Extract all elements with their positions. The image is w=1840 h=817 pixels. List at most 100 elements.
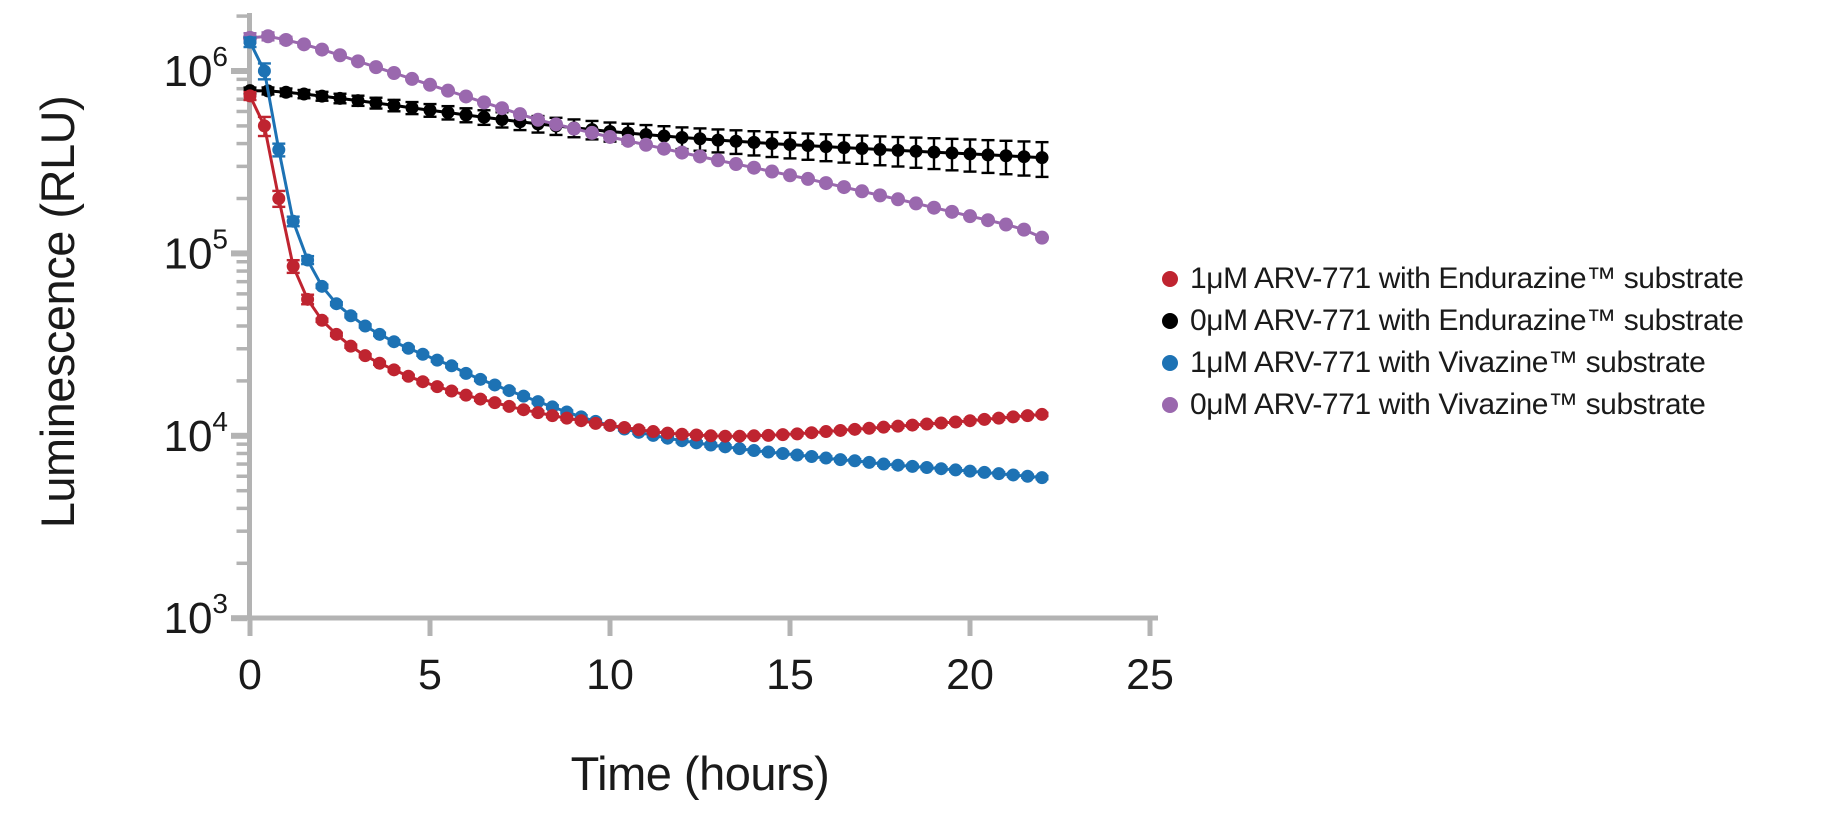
data-point [358,349,372,363]
data-point [992,411,1006,425]
data-point [333,91,347,105]
data-point [999,149,1013,163]
data-point [477,110,491,124]
data-point [873,143,887,157]
data-point [477,95,491,110]
data-point [329,297,343,311]
legend-row: 1μM ARV-771 with Endurazine™ substrate [1162,258,1744,300]
data-point [351,94,365,108]
data-point [945,204,959,219]
data-point [1021,469,1035,483]
data-point [1035,407,1049,421]
data-point [243,89,257,103]
data-point [387,363,401,377]
data-point [445,359,459,373]
data-point [927,145,941,159]
data-point [488,396,502,410]
data-point [279,85,293,99]
data-point [949,415,963,429]
data-point [423,77,437,92]
data-point [603,418,617,432]
x-axis-title: Time (hours) [570,747,830,800]
data-point [675,130,689,144]
data-point [747,135,761,149]
legend-row: 0μM ARV-771 with Vivazine™ substrate [1162,384,1744,426]
data-point [765,137,779,151]
data-point [747,160,761,175]
x-tick-label: 0 [238,651,262,699]
data-point [675,427,689,441]
data-point [837,141,851,155]
data-point [401,341,415,355]
series-black-0um-endurazine [243,84,1049,179]
data-point [639,128,653,142]
data-point [801,139,815,153]
data-point [704,438,718,452]
data-point [675,145,689,160]
data-point [387,98,401,112]
data-point [545,409,559,423]
data-point [711,133,725,147]
data-point [261,29,275,44]
data-point [790,427,804,441]
y-tick-label: 106 [163,41,228,96]
data-point [657,141,671,156]
data-point [819,140,833,154]
data-point [891,458,905,472]
data-point [632,423,646,437]
data-point [747,444,761,458]
legend-marker-red-icon [1162,271,1178,287]
data-point [693,132,707,146]
data-point [405,101,419,115]
data-point [733,429,747,443]
data-point [513,107,527,122]
data-point [981,213,995,228]
data-point [358,319,372,333]
data-point [531,112,545,127]
data-point [1017,222,1031,237]
data-point [445,384,459,398]
data-point [549,117,563,132]
data-point [689,428,703,442]
x-tick-label: 25 [1126,651,1174,699]
data-point [315,42,329,57]
series-purple-0um-vivazine [243,29,1049,245]
data-point [423,103,437,117]
data-point [783,138,797,152]
data-point [589,416,603,430]
data-point [837,180,851,195]
data-point [531,406,545,420]
data-point [243,35,257,49]
data-point [459,366,473,380]
data-point [315,279,329,293]
data-point [301,253,315,267]
data-point [329,327,343,341]
data-point [819,451,833,465]
data-point [661,426,675,440]
data-point [301,292,315,306]
data-point [891,192,905,207]
data-point [351,54,365,69]
data-point [855,184,869,199]
data-point [495,113,509,127]
data-point [531,395,545,409]
legend: 1μM ARV-771 with Endurazine™ substrate 0… [1162,258,1744,426]
data-point [963,414,977,428]
data-point [729,134,743,148]
data-point [905,418,919,432]
data-point [315,313,329,327]
legend-row: 1μM ARV-771 with Vivazine™ substrate [1162,342,1744,384]
data-point [279,32,293,47]
data-point [369,60,383,75]
x-tick-label: 20 [946,651,994,699]
data-point [981,148,995,162]
legend-marker-blue-icon [1162,355,1178,371]
data-point [877,420,891,434]
data-point [920,461,934,475]
data-point [639,137,653,152]
data-point [517,389,531,403]
data-point [401,369,415,383]
data-point [286,259,300,273]
data-point [855,141,869,155]
